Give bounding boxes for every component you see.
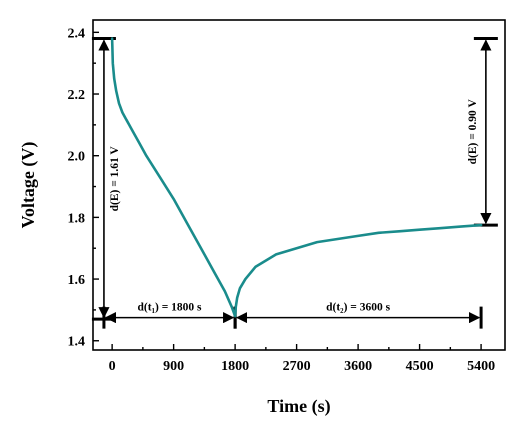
annotation-dE2-label: d(E) = 0.90 V [467,99,479,165]
plot-frame [92,19,506,351]
x-tick-label-3600: 3600 [344,359,372,374]
y-tick-label-4: 2.2 [68,88,86,103]
y-tick-label-0: 1.4 [68,335,86,350]
annotation-dE1-label: d(E) = 1.61 V [109,146,121,212]
annotation-dt2-label: d(t₂) = 3600 s [326,302,391,314]
y-axis-label: Voltage (V) [18,142,39,229]
x-tick-label-4500: 4500 [406,359,434,374]
y-tick-label-1: 1.6 [68,273,86,288]
x-axis-label: Time (s) [267,396,330,417]
x-tick-label-5400: 5400 [467,359,495,374]
y-tick-label-3: 2.0 [68,150,86,165]
ticks: 0 900 1800 2700 3600 4500 5400 1.4 1.6 1.8 2.0 2.2 2… [68,26,496,374]
annotations: d(E) = 1.61 V d(E) = 0.90 V d(t₁) = 1800 s… [91,37,498,329]
x-tick-label-900: 900 [163,359,184,374]
y-tick-label-2: 1.8 [68,211,86,226]
series-group [110,37,483,318]
x-tick-label-1800: 1800 [221,359,249,374]
x-tick-label-2700: 2700 [283,359,311,374]
series-line-0 [110,37,483,318]
axes [92,19,506,351]
y-tick-label-5: 2.4 [68,26,86,41]
annotation-dt1-label: d(t₁) = 1800 s [138,302,203,314]
x-tick-label-0: 0 [109,359,116,374]
